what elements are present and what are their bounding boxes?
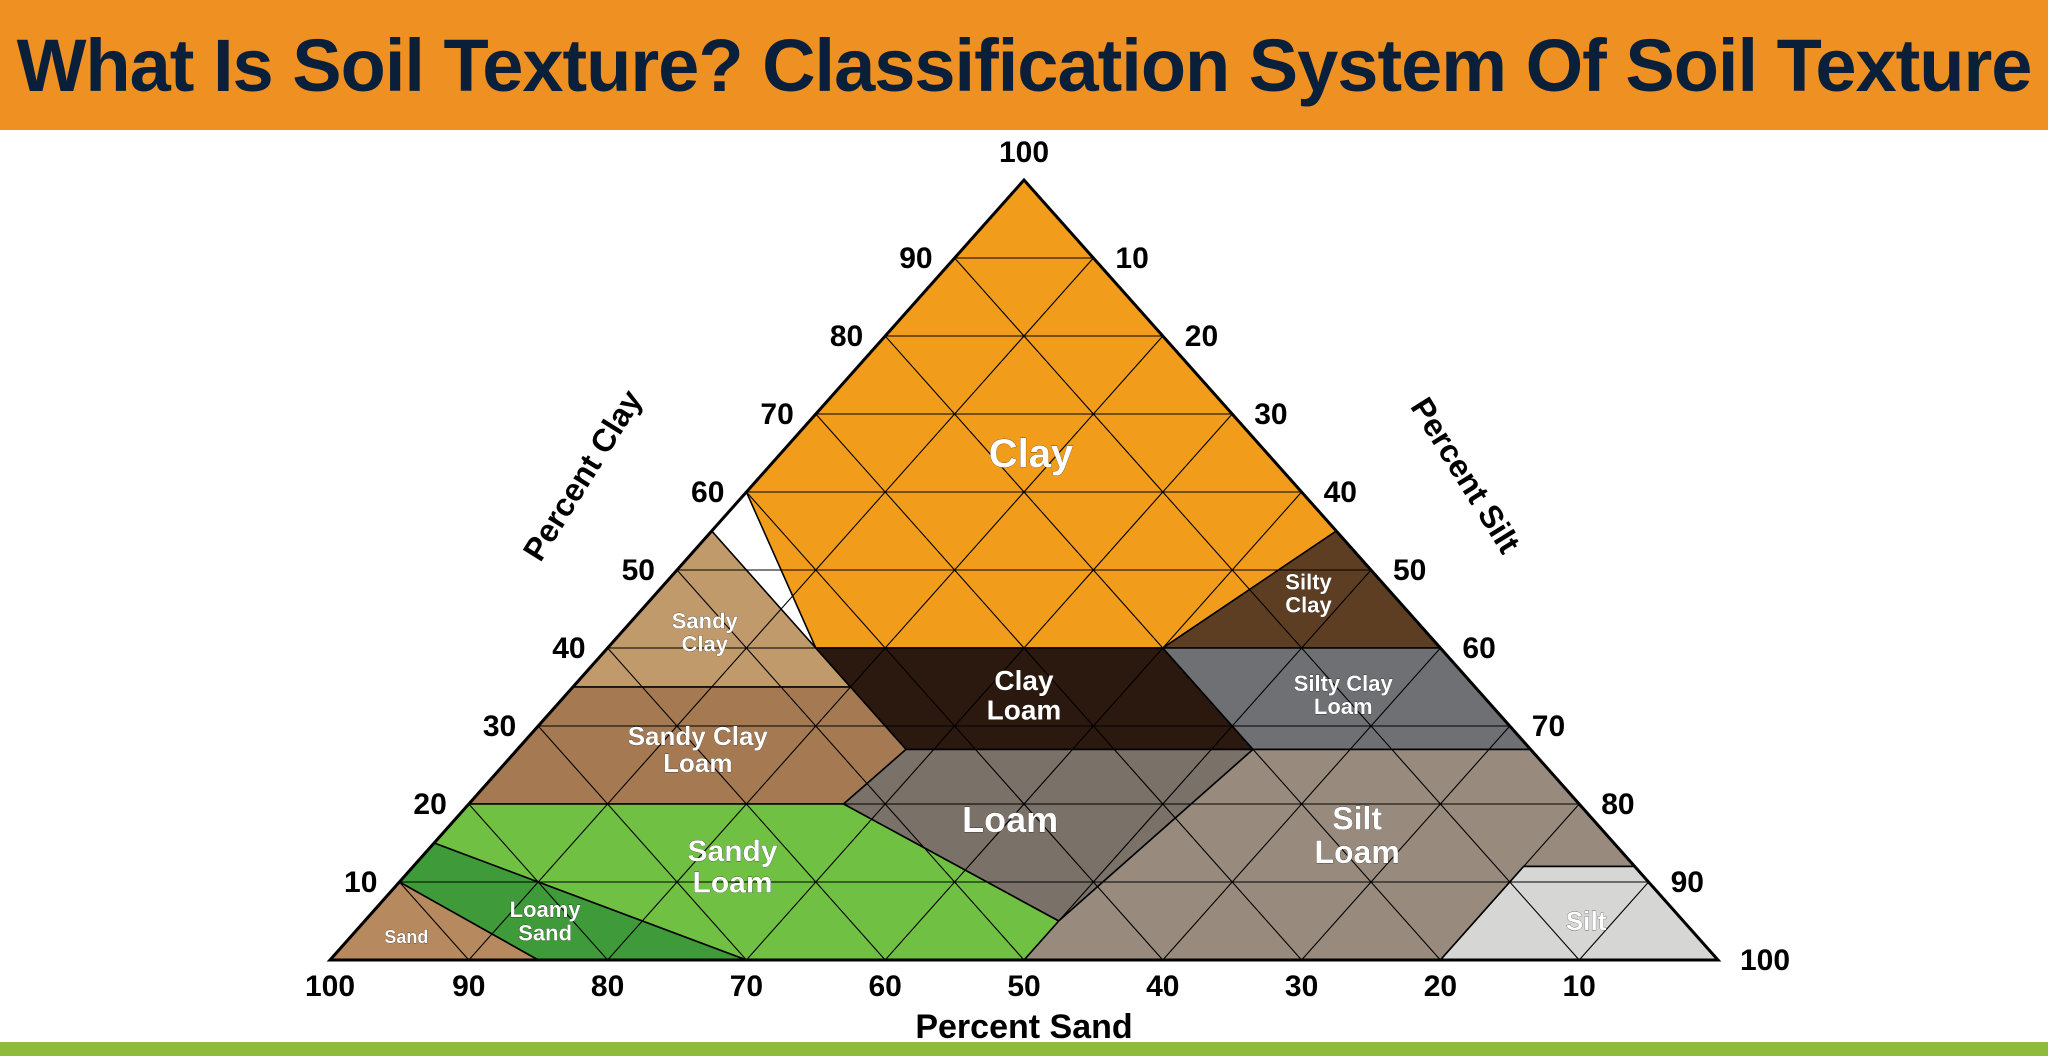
- tick-sand-20: 20: [1424, 970, 1457, 1003]
- region-label-SiltyClay: SiltyClay: [1285, 570, 1332, 618]
- tick-clay-70: 70: [760, 398, 793, 431]
- tick-sand-60: 60: [869, 970, 902, 1003]
- region-label-Silt: Silt: [1566, 906, 1607, 936]
- tick-sand-40: 40: [1146, 970, 1179, 1003]
- title-text: What Is Soil Texture? Classification Sys…: [17, 23, 2032, 108]
- tick-apex: 100: [999, 136, 1049, 169]
- region-label-Loam: Loam: [962, 799, 1058, 840]
- region-label-Sand: Sand: [384, 927, 428, 947]
- axis-title-clay: Percent Clay: [516, 383, 649, 567]
- footer-accent-bar: [0, 1042, 2048, 1056]
- tick-silt-90: 90: [1671, 866, 1704, 899]
- tick-clay-40: 40: [552, 632, 585, 665]
- tick-clay-60: 60: [691, 476, 724, 509]
- region-label-LoamySand: LoamySand: [510, 897, 582, 945]
- tick-sand-80: 80: [591, 970, 624, 1003]
- tick-silt-30: 30: [1254, 398, 1287, 431]
- soil-texture-ternary-diagram: ClaySiltyClaySandyClayClayLoamSilty Clay…: [0, 130, 2048, 1042]
- region-label-SandyLoam: SandyLoam: [688, 835, 778, 900]
- title-banner: What Is Soil Texture? Classification Sys…: [0, 0, 2048, 130]
- region-label-Clay: Clay: [989, 432, 1074, 476]
- tick-clay-80: 80: [830, 320, 863, 353]
- axis-title-sand: Percent Sand: [915, 1008, 1132, 1042]
- tick-silt-60: 60: [1462, 632, 1495, 665]
- tick-sand-10: 10: [1563, 970, 1596, 1003]
- region-label-ClayLoam: ClayLoam: [987, 665, 1062, 725]
- tick-silt-70: 70: [1532, 710, 1565, 743]
- axis-title-silt: Percent Silt: [1404, 391, 1528, 560]
- tick-sand-30: 30: [1285, 970, 1318, 1003]
- tick-clay-50: 50: [622, 554, 655, 587]
- tick-silt-50: 50: [1393, 554, 1426, 587]
- tick-sand-70: 70: [730, 970, 763, 1003]
- tick-silt-10: 10: [1115, 242, 1148, 275]
- tick-clay-20: 20: [413, 788, 446, 821]
- tick-silt-80: 80: [1601, 788, 1634, 821]
- tick-clay-90: 90: [899, 242, 932, 275]
- tick-silt-20: 20: [1185, 320, 1218, 353]
- tick-sand-100: 100: [305, 970, 355, 1003]
- tick-sand-50: 50: [1007, 970, 1040, 1003]
- tick-silt-40: 40: [1324, 476, 1357, 509]
- tick-clay-30: 30: [483, 710, 516, 743]
- tick-silt-100: 100: [1740, 944, 1790, 977]
- tick-sand-90: 90: [452, 970, 485, 1003]
- tick-clay-10: 10: [344, 866, 377, 899]
